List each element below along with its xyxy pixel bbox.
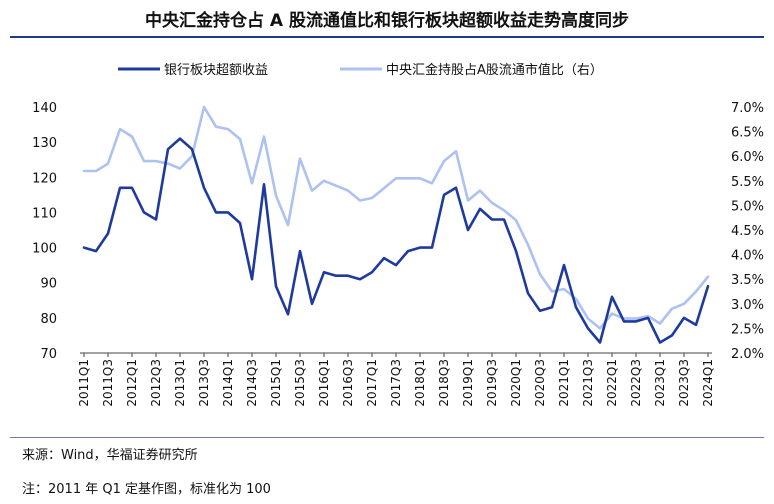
- y-right-tick-label: 4.5%: [731, 224, 764, 239]
- title-divider: [10, 36, 764, 38]
- source-note: 来源：Wind，华福证券研究所: [22, 448, 198, 463]
- x-tick-label: 2014Q1: [221, 359, 235, 407]
- x-tick-label: 2015Q3: [293, 359, 307, 407]
- x-tick-label: 2012Q1: [125, 359, 139, 407]
- x-tick-label: 2011Q3: [101, 359, 115, 407]
- x-tick-label: 2015Q1: [269, 359, 283, 407]
- legend-label-bank: 银行板块超额收益: [164, 63, 268, 78]
- x-tick-label: 2023Q3: [677, 359, 691, 407]
- x-tick-label: 2020Q3: [533, 359, 547, 407]
- series-lines: [82, 105, 710, 344]
- x-tick-label: 2022Q1: [605, 359, 619, 407]
- y-left-tick-label: 110: [32, 206, 57, 221]
- y-left-tick-label: 100: [32, 242, 57, 257]
- series-line-bank-excess-return: [82, 137, 710, 344]
- footnote: 注：2011 年 Q1 定基作图，标准化为 100: [22, 482, 271, 497]
- y-right-tick-label: 5.0%: [731, 199, 764, 214]
- x-tick-label: 2013Q1: [173, 359, 187, 407]
- y-right-tick-label: 6.5%: [731, 126, 764, 141]
- y-right-tick-label: 6.0%: [731, 150, 764, 165]
- x-tick-label: 2011Q1: [77, 359, 91, 407]
- axes: 70 80 90 100 110 120 130 140 2.0% 2.5% 3.0% 3.5% 4.0…: [32, 101, 764, 407]
- x-tick-label: 2024Q1: [701, 359, 715, 407]
- y-right-tick-label: 3.0%: [731, 298, 764, 313]
- y-right-tick-label: 4.0%: [731, 249, 764, 264]
- y-left-tick-label: 140: [32, 101, 57, 116]
- y-left-tick-label: 120: [32, 171, 57, 186]
- y-right-tick-label: 2.0%: [731, 347, 764, 362]
- y-left-tick-label: 70: [40, 347, 57, 362]
- y-left-tick-label: 130: [32, 136, 57, 151]
- y-right-tick-label: 7.0%: [731, 101, 764, 116]
- y-left-tick-label: 90: [40, 277, 57, 292]
- x-tick-label: 2012Q3: [149, 359, 163, 407]
- legend: 银行板块超额收益 中央汇金持股占A股流通市值比（右）: [118, 62, 603, 78]
- x-tick-label: 2023Q1: [653, 359, 667, 407]
- y-right-tick-label: 3.5%: [731, 273, 764, 288]
- line-chart: 银行板块超额收益 中央汇金持股占A股流通市值比（右） 70 80 90 100 110 1…: [32, 62, 764, 407]
- x-tick-label: 2017Q3: [389, 359, 403, 407]
- x-tick-label: 2016Q1: [317, 359, 331, 407]
- footer-divider: [10, 437, 764, 438]
- x-tick-label: 2013Q3: [197, 359, 211, 407]
- x-tick-label: 2016Q3: [341, 359, 355, 407]
- x-tick-label: 2018Q1: [413, 359, 427, 407]
- x-tick-label: 2018Q3: [437, 359, 451, 407]
- x-tick-label: 2021Q1: [557, 359, 571, 407]
- legend-label-huijin: 中央汇金持股占A股流通市值比（右）: [386, 62, 603, 78]
- x-tick-label: 2022Q3: [629, 359, 643, 407]
- y-right-tick-label: 2.5%: [731, 322, 764, 337]
- x-tick-label: 2019Q3: [485, 359, 499, 407]
- y-right-tick-label: 5.5%: [731, 175, 764, 190]
- x-tick-label: 2021Q3: [581, 359, 595, 407]
- x-tick-label: 2019Q1: [461, 359, 475, 407]
- y-left-tick-label: 80: [40, 312, 57, 327]
- chart-title: 中央汇金持仓占 A 股流通值比和银行板块超额收益走势高度同步: [145, 11, 629, 31]
- x-tick-label: 2014Q3: [245, 359, 259, 407]
- x-tick-label: 2020Q1: [509, 359, 523, 407]
- x-tick-label: 2017Q1: [365, 359, 379, 407]
